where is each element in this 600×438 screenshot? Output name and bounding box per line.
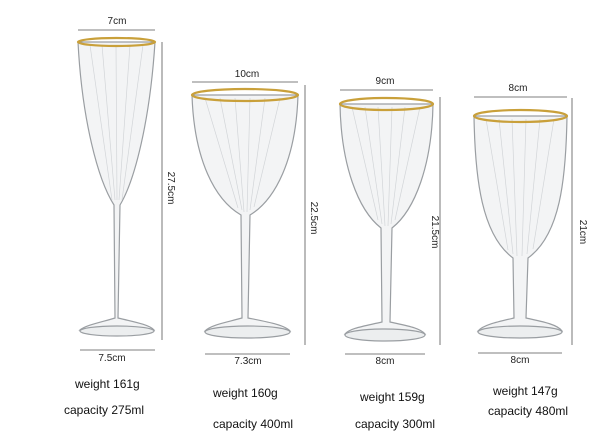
glass-wine-small	[338, 96, 435, 342]
bottom-width-label: 7.3cm	[234, 356, 261, 367]
top-width-label: 10cm	[235, 69, 259, 80]
top-width-label: 9cm	[376, 76, 395, 87]
bottom-width-label: 8cm	[511, 355, 530, 366]
capacity-label: capacity 300ml	[355, 417, 435, 431]
top-width-label: 7cm	[108, 16, 127, 27]
height-label: 21.5cm	[429, 216, 440, 249]
height-label: 21cm	[577, 220, 588, 244]
glass-goblet	[472, 108, 569, 339]
capacity-label: capacity 480ml	[488, 404, 568, 418]
bottom-width-label: 8cm	[376, 356, 395, 367]
height-label: 27.5cm	[165, 172, 176, 205]
weight-label: weight 160g	[212, 386, 278, 400]
weight-label: weight 161g	[74, 377, 140, 391]
capacity-label: capacity 400ml	[213, 417, 293, 431]
height-label: 22.5cm	[308, 202, 319, 235]
weight-label: weight 147g	[492, 384, 558, 398]
glass-flute	[76, 36, 157, 337]
glass-wine	[190, 87, 300, 339]
weight-label: weight 159g	[359, 390, 425, 404]
top-width-label: 8cm	[509, 83, 528, 94]
capacity-label: capacity 275ml	[64, 403, 144, 417]
bottom-width-label: 7.5cm	[98, 353, 125, 364]
